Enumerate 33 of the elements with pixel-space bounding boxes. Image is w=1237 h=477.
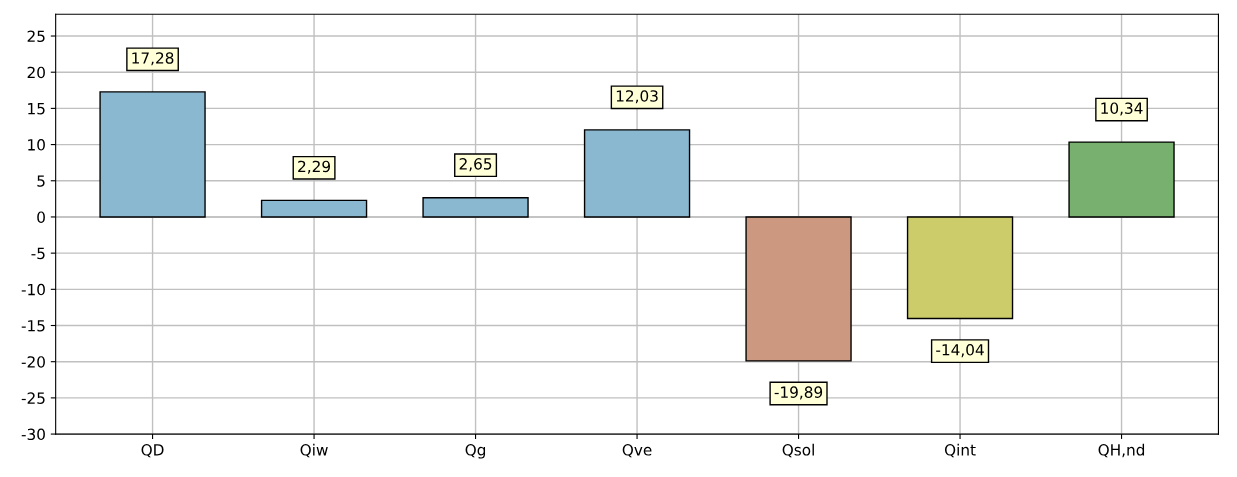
bar	[260, 199, 368, 218]
x-tick-label: Qve	[622, 444, 652, 458]
y-tick-label: 15	[28, 103, 45, 115]
bar	[422, 197, 529, 218]
data-label: 10,34	[1101, 102, 1143, 116]
y-tick-label: -10	[21, 283, 45, 296]
x-tick-label: Qiw	[300, 443, 328, 458]
data-label: -14,04	[936, 344, 984, 358]
y-tick-label: 5	[37, 175, 45, 187]
x-tick-label: Qsol	[782, 443, 814, 458]
y-tick-label: 0	[37, 211, 45, 223]
x-tick-label: Qint	[944, 443, 976, 458]
data-label: -19,89	[774, 386, 823, 400]
y-tick-label: -30	[21, 428, 45, 441]
y-tick-label: -5	[31, 247, 45, 260]
data-label: 17,28	[132, 52, 174, 66]
bar	[583, 129, 691, 218]
y-tick-label: -25	[21, 392, 45, 404]
data-label: 2,65	[459, 158, 492, 172]
bar	[745, 216, 852, 362]
bar	[906, 216, 1014, 320]
y-tick-label: 25	[27, 30, 45, 43]
y-tick-label: -20	[21, 356, 45, 368]
bar	[1068, 141, 1175, 218]
y-tick-label: -15	[21, 320, 45, 332]
data-label: 2,29	[298, 160, 330, 174]
x-tick-label: QH,nd	[1098, 443, 1145, 458]
y-tick-label: 20	[27, 66, 45, 79]
y-tick-label: 10	[28, 139, 45, 151]
x-tick-label: Qg	[465, 444, 486, 459]
bar	[99, 91, 206, 218]
x-tick-label: QD	[141, 444, 164, 458]
data-label: 12,03	[616, 90, 658, 104]
